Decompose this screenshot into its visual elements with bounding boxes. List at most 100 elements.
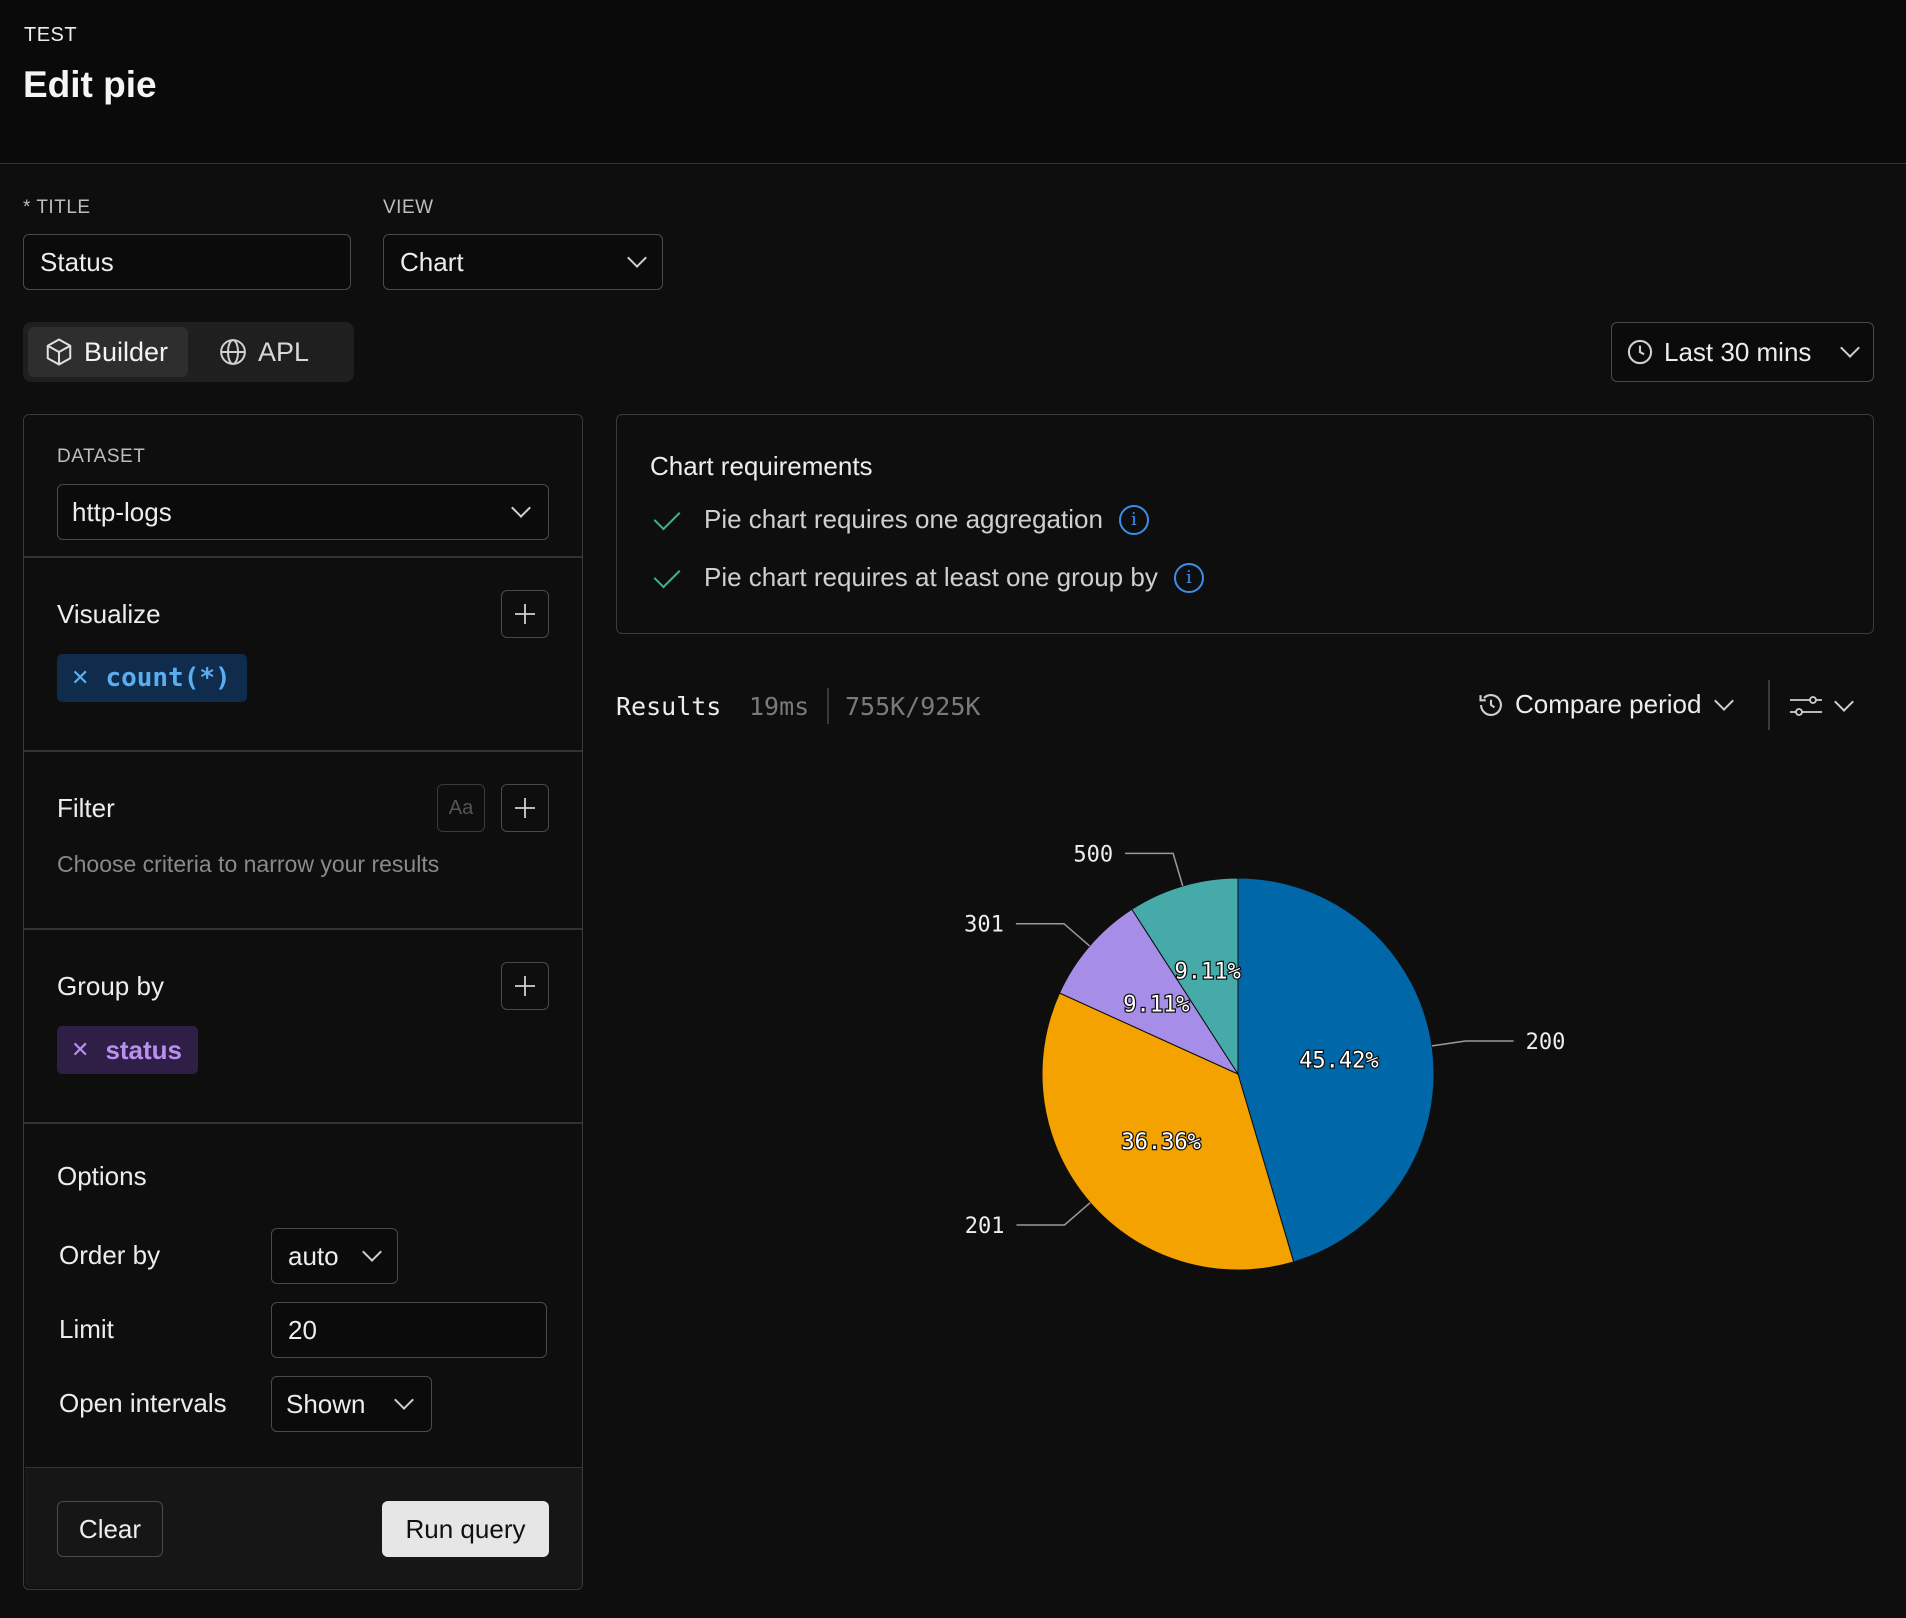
tab-builder[interactable]: Builder (28, 327, 188, 377)
view-select[interactable]: Chart (383, 234, 663, 290)
divider (24, 750, 582, 752)
divider (827, 688, 829, 724)
slice-percent-label: 9.11% (1123, 993, 1189, 1018)
plus-icon (515, 798, 535, 818)
pie-slice-200[interactable] (1237, 877, 1435, 1263)
slice-leader-line (1016, 1202, 1091, 1226)
chevron-down-icon (394, 1390, 414, 1410)
options-title: Options (57, 1161, 147, 1191)
chevron-down-icon (1840, 338, 1860, 358)
add-group-by-button[interactable] (501, 962, 549, 1010)
close-icon[interactable]: ✕ (71, 1037, 90, 1062)
chevron-down-icon (627, 248, 647, 268)
info-icon[interactable]: i (1173, 562, 1204, 593)
results-time: 19ms (749, 692, 810, 721)
tab-builder-label: Builder (84, 336, 169, 367)
dataset-label: DATASET (57, 446, 146, 467)
filter-hint: Choose criteria to narrow your results (57, 851, 440, 877)
tab-apl-label: APL (258, 336, 310, 367)
chevron-down-icon (362, 1242, 382, 1262)
slice-category-label: 200 (1526, 1030, 1566, 1055)
add-filter-button[interactable] (501, 784, 549, 832)
check-icon (653, 561, 681, 588)
slice-category-label: 301 (964, 913, 1004, 938)
requirement-item: Pie chart requires one aggregation i (650, 503, 1149, 535)
open-intervals-label: Open intervals (59, 1388, 227, 1418)
time-range-select[interactable]: Last 30 mins (1611, 322, 1874, 382)
filter-title: Filter (57, 793, 115, 823)
page-kicker: TEST (24, 24, 78, 46)
slice-leader-line (1015, 922, 1091, 947)
view-select-value: Chart (400, 246, 464, 277)
page-title: Edit pie (23, 64, 157, 105)
slice-leader-line (1125, 852, 1184, 887)
case-toggle-label: Aa (448, 796, 474, 819)
tab-apl[interactable]: APL (198, 327, 338, 377)
group-by-chip[interactable]: ✕ status (57, 1026, 199, 1074)
order-by-label: Order by (59, 1240, 161, 1270)
requirement-item: Pie chart requires at least one group by… (650, 561, 1204, 593)
requirement-text: Pie chart requires one aggregation (704, 504, 1103, 534)
slice-percent-label: 36.36% (1121, 1130, 1200, 1155)
open-intervals-select[interactable]: Shown (271, 1376, 432, 1432)
check-icon (653, 503, 681, 530)
title-input-value: Status (40, 246, 114, 277)
pie-slice-201[interactable] (1041, 992, 1295, 1271)
page-header (0, 0, 1906, 164)
cube-icon (46, 338, 72, 366)
chevron-down-icon (1834, 692, 1854, 712)
clear-button[interactable]: Clear (57, 1501, 163, 1557)
limit-value: 20 (288, 1314, 317, 1345)
title-input[interactable]: Status (23, 234, 351, 290)
run-query-button-label: Run query (405, 1513, 526, 1544)
open-intervals-value: Shown (286, 1388, 366, 1419)
globe-icon (220, 339, 246, 365)
time-range-label: Last 30 mins (1664, 336, 1812, 367)
sliders-icon (1790, 696, 1822, 716)
visualize-chip-label: count(*) (105, 663, 231, 693)
pie-chart: 45.42% 200 36.36% 201 9.11% 301 9.11% 500 (964, 842, 1566, 1271)
builder-panel (23, 414, 583, 1590)
dataset-select[interactable]: http-logs (57, 484, 549, 540)
slice-percent-label: 9.11% (1174, 960, 1240, 985)
chevron-down-icon (511, 498, 531, 518)
order-by-select[interactable]: auto (271, 1228, 398, 1284)
requirements-panel (616, 414, 1874, 634)
slice-category-label: 500 (1073, 842, 1113, 867)
visualize-chip[interactable]: ✕ count(*) (57, 654, 247, 702)
plus-icon (515, 604, 535, 624)
view-label: VIEW (383, 197, 434, 218)
history-icon (1479, 693, 1502, 716)
chevron-down-icon (1714, 690, 1735, 711)
title-label: * TITLE (23, 197, 91, 218)
slice-leader-line (1431, 1040, 1514, 1047)
divider (1768, 680, 1770, 730)
info-icon[interactable]: i (1118, 504, 1149, 535)
group-by-title: Group by (57, 971, 164, 1001)
results-label: Results (616, 692, 722, 721)
divider (24, 1122, 582, 1124)
close-icon[interactable]: ✕ (71, 665, 90, 690)
group-by-chip-label: status (105, 1034, 183, 1065)
limit-label: Limit (59, 1314, 114, 1344)
divider (24, 556, 582, 558)
clock-icon (1627, 339, 1653, 365)
add-visualization-button[interactable] (501, 590, 549, 638)
clear-button-label: Clear (78, 1513, 142, 1544)
mode-toggle: Builder APL (23, 322, 354, 382)
slice-percent-label: 45.42% (1299, 1048, 1378, 1073)
limit-input[interactable]: 20 (271, 1302, 547, 1358)
visualize-title: Visualize (57, 599, 161, 629)
requirement-text: Pie chart requires at least one group by (704, 562, 1158, 592)
run-query-button[interactable]: Run query (382, 1501, 549, 1557)
requirements-title: Chart requirements (650, 451, 873, 481)
results-rows: 755K/925K (845, 692, 981, 721)
case-sensitivity-toggle[interactable]: Aa (437, 784, 485, 832)
slice-category-label: 201 (965, 1214, 1005, 1239)
chart-settings-button[interactable] (1789, 692, 1854, 720)
dataset-select-value: http-logs (72, 496, 172, 527)
compare-period-select[interactable]: Compare period (1477, 689, 1735, 720)
divider (24, 928, 582, 930)
pie-slice-301[interactable] (1058, 908, 1240, 1076)
plus-icon (515, 976, 535, 996)
